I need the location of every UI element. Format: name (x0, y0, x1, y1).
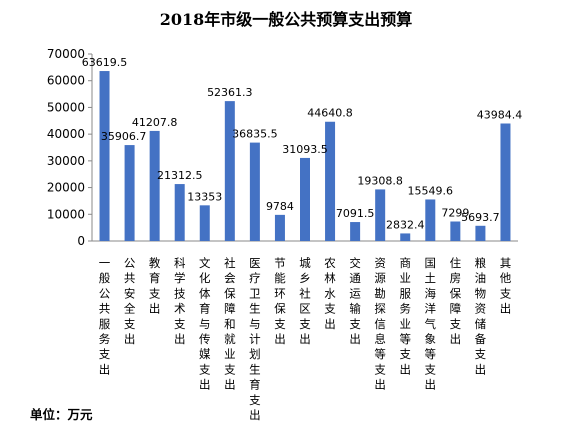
data-label: 21312.5 (157, 169, 203, 182)
data-label: 7299 (441, 207, 469, 220)
category-label: 其他支出 (500, 256, 512, 316)
category-label: 交通运输支出 (349, 256, 361, 346)
y-tick-label: 10000 (47, 207, 85, 221)
y-tick-label: 30000 (47, 154, 85, 168)
category-label: 城乡社区支出 (299, 256, 311, 346)
bar (174, 184, 185, 241)
category-label: 农林水支出 (324, 256, 336, 331)
data-label: 13353 (187, 190, 222, 203)
category-label: 商业服务业等支出 (399, 256, 411, 376)
bar (274, 214, 285, 241)
category-label: 社会保障和就业支出 (224, 256, 236, 392)
data-label: 5693.7 (461, 211, 500, 224)
bar (400, 233, 411, 241)
bar (300, 157, 310, 241)
y-tick-label: 20000 (47, 181, 85, 195)
bars (99, 71, 511, 242)
category-label: 教育支出 (149, 256, 161, 316)
data-label: 7091.5 (336, 207, 375, 220)
chart-title: 2018年市级一般公共预算支出预算 (160, 10, 413, 29)
bar (500, 123, 511, 241)
data-label: 52361.3 (207, 86, 253, 99)
data-label: 35906.7 (101, 130, 147, 143)
bar (350, 222, 361, 241)
data-label: 44640.8 (307, 107, 353, 120)
bar (450, 221, 461, 241)
category-label: 粮油物资储备支出 (475, 256, 487, 376)
y-tick-label: 0 (77, 234, 85, 248)
bar (249, 142, 260, 241)
data-label: 63619.5 (82, 56, 128, 69)
data-label: 31093.5 (282, 143, 328, 156)
category-label: 一般公共服务支出 (99, 256, 111, 376)
category-labels: 一般公共服务支出 公共安全支出 教育支出 科学技术支出 文化体育与传媒支出 社会保障和就业… (99, 256, 512, 422)
category-label: 医疗卫生与计划生育支出 (249, 256, 261, 422)
y-tick-label: 70000 (47, 47, 85, 61)
bar (375, 189, 386, 241)
data-label: 19308.8 (357, 174, 403, 187)
bar (224, 101, 235, 241)
bar (99, 71, 110, 242)
bar (149, 130, 160, 241)
data-label: 43984.4 (477, 108, 523, 121)
category-label: 科学技术支出 (174, 256, 186, 346)
y-tick-label: 50000 (47, 100, 85, 114)
data-label: 36835.5 (232, 128, 278, 141)
bar (124, 145, 135, 241)
data-label: 41207.8 (132, 116, 178, 129)
category-label: 国土海洋气象等支出 (425, 256, 437, 392)
y-tick-label: 40000 (47, 127, 85, 141)
bar (325, 121, 336, 241)
category-label: 文化体育与传媒支出 (199, 256, 211, 392)
bar (425, 199, 436, 241)
data-label: 15549.6 (408, 184, 454, 197)
data-label: 2832.4 (386, 218, 425, 231)
bar (199, 205, 210, 241)
category-label: 住房保障支出 (450, 256, 462, 346)
category-label: 公共安全支出 (124, 256, 136, 346)
y-tick-label: 60000 (47, 74, 85, 88)
category-label: 资源勘探信息等支出 (374, 256, 386, 392)
bar (475, 225, 486, 241)
data-label: 9784 (266, 200, 294, 213)
category-label: 节能环保支出 (274, 256, 286, 346)
unit-note: 单位：万元 (30, 407, 93, 422)
